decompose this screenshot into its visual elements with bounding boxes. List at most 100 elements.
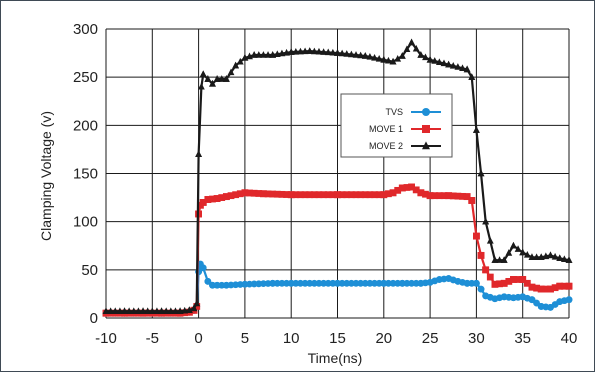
data-point-tvs [417,279,425,287]
data-point-move-1 [352,191,360,199]
data-point-move-2 [440,59,448,67]
y-tick-label: 50 [81,262,98,279]
data-point-move-1 [347,191,355,199]
data-point-move-2 [107,307,115,314]
data-point-move-2 [306,47,314,54]
data-point-tvs [463,279,471,287]
data-point-move-1 [371,191,378,199]
y-axis-label: Clamping Voltage (v) [38,111,54,241]
data-point-move-2 [193,299,201,307]
data-point-move-1 [449,192,457,200]
y-tick-label: 300 [73,21,98,38]
data-point-move-2 [297,47,304,55]
data-point-move-1 [269,190,277,198]
data-point-move-1 [398,184,406,192]
data-point-move-1 [426,192,434,200]
data-point-move-1 [394,186,402,194]
data-point-move-2 [273,50,281,58]
data-point-tvs [565,296,573,304]
data-point-move-2 [477,169,485,177]
data-point-move-1 [491,280,499,288]
data-point-move-1 [380,191,388,199]
data-point-move-1 [222,193,230,201]
data-point-move-1 [260,190,267,198]
data-point-move-1 [209,195,216,203]
data-point-move-2 [172,307,179,314]
data-point-move-1 [431,192,439,200]
data-point-move-1 [246,189,253,197]
grid [105,28,570,319]
data-point-tvs [491,295,499,303]
y-tick-label: 0 [90,310,98,327]
data-point-move-1 [523,279,531,287]
data-point-move-2 [556,254,564,262]
data-point-tvs [477,285,485,293]
data-point-move-1 [193,303,201,310]
data-point-move-2 [482,217,490,225]
data-point-move-2 [102,307,110,314]
data-point-move-1 [533,284,540,292]
data-point-move-1 [486,273,494,281]
data-point-move-1 [357,191,365,199]
data-point-move-2 [519,248,527,256]
data-point-move-1 [403,184,411,191]
data-point-move-2 [227,68,235,76]
data-point-move-1 [500,279,508,287]
data-point-move-2 [139,307,147,314]
data-point-move-1 [473,232,480,240]
y-tick-label: 250 [73,69,98,86]
data-point-move-2 [153,307,161,314]
data-point-move-2 [162,307,170,314]
data-point-move-1 [334,191,341,199]
data-point-move-1 [361,191,369,199]
data-point-move-1 [551,284,559,292]
data-point-move-2 [417,51,425,58]
data-point-tvs [213,281,221,289]
data-point-move-2 [408,38,415,46]
data-point-tvs [547,304,554,311]
data-point-move-1 [445,192,453,200]
data-point-move-1 [496,280,503,288]
data-point-move-2 [315,47,323,55]
data-point-move-2 [130,307,138,314]
data-point-tvs [537,303,545,310]
data-point-move-1 [547,285,554,293]
data-point-move-2 [121,307,128,314]
legend-box [340,93,453,158]
data-point-move-2 [422,53,429,61]
data-point-move-2 [500,256,508,263]
data-point-move-2 [185,306,193,314]
data-point-tvs [510,294,517,302]
data-point-move-1 [306,191,314,199]
data-point-move-1 [510,276,517,283]
data-point-move-2 [269,51,277,58]
data-point-move-1 [560,282,568,290]
data-point-move-1 [514,276,522,283]
legend-label-move-1: MOVE 1 [369,124,403,134]
data-point-move-1 [477,251,485,259]
data-point-move-1 [301,191,309,199]
data-point-move-1 [273,190,281,198]
data-point-move-1 [422,190,429,198]
data-point-move-2 [398,52,406,59]
data-point-move-2 [195,150,202,157]
data-point-move-1 [310,191,318,199]
data-point-move-2 [565,256,573,263]
data-point-move-2 [375,54,383,62]
data-point-move-1 [320,191,328,199]
x-tick-label: 0 [194,330,202,347]
data-point-move-1 [375,191,383,199]
data-point-move-1 [315,191,323,199]
data-point-move-2 [292,47,300,55]
data-point-move-1 [435,192,443,200]
data-point-move-1 [440,192,448,200]
data-point-move-2 [533,253,540,261]
data-point-tvs [204,277,212,285]
x-tick-label: 35 [514,330,531,347]
data-point-move-2 [486,237,494,244]
data-point-move-1 [459,192,466,200]
data-point-move-2 [468,73,476,80]
data-point-move-2 [426,55,434,63]
data-point-move-2 [380,55,388,63]
data-point-move-1 [264,190,272,198]
